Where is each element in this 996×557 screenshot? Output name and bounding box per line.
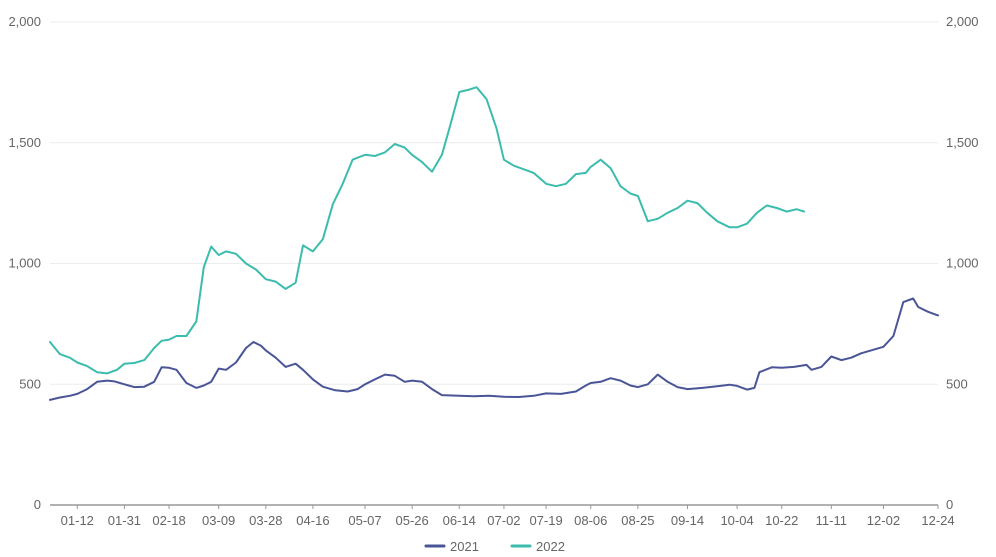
gridlines: [50, 21, 938, 385]
x-tick-label: 05-07: [348, 513, 381, 528]
y-tick-label-right: 1,000: [946, 256, 979, 271]
x-tick-label: 03-28: [249, 513, 282, 528]
y-tick-label-left: 1,000: [8, 256, 41, 271]
y-tick-label-left: 0: [34, 497, 41, 512]
x-tick-label: 01-12: [61, 513, 94, 528]
x-tick-label: 08-25: [621, 513, 654, 528]
x-tick-label: 09-14: [671, 513, 704, 528]
x-tick-label: 10-22: [765, 513, 798, 528]
legend-label-2021: 2021: [450, 539, 479, 554]
y-tick-label-right: 500: [946, 376, 968, 391]
x-tick-label: 12-02: [867, 513, 900, 528]
axes: 0 0 500 500 1,000 1,000 1,500 1,500 2,000 2,000 01…: [8, 14, 978, 528]
legend: 2021 2022: [424, 539, 565, 554]
x-tick-label: 01-31: [108, 513, 141, 528]
series-line-2022: [49, 86, 806, 375]
x-tick-label: 07-02: [487, 513, 520, 528]
y-tick-label-right: 2,000: [946, 14, 979, 29]
x-tick-label: 06-14: [443, 513, 476, 528]
x-tick-label: 02-18: [152, 513, 185, 528]
legend-label-2022: 2022: [536, 539, 565, 554]
x-tick-label: 10-04: [720, 513, 753, 528]
y-tick-label-right: 1,500: [946, 135, 979, 150]
x-tick-label: 12-24: [921, 513, 954, 528]
series-lines: [49, 86, 939, 401]
x-tick-label: 05-26: [396, 513, 429, 528]
x-tick-label: 08-06: [574, 513, 607, 528]
x-tick-label: 04-16: [296, 513, 329, 528]
y-tick-label-left: 500: [19, 376, 41, 391]
y-tick-label-left: 1,500: [8, 135, 41, 150]
x-tick-label: 07-19: [529, 513, 562, 528]
x-tick-label: 03-09: [202, 513, 235, 528]
series-line-2021: [49, 297, 939, 401]
x-tick-label: 11-11: [816, 513, 847, 528]
y-tick-label-left: 2,000: [8, 14, 41, 29]
y-tick-label-right: 0: [946, 497, 953, 512]
